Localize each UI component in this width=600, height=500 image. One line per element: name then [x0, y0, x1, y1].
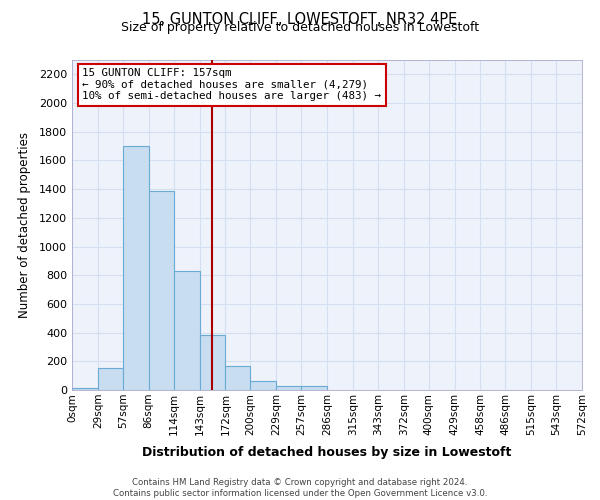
Bar [250, 380, 276, 390]
Bar [149, 190, 173, 390]
Text: Size of property relative to detached houses in Lowestoft: Size of property relative to detached ho… [121, 21, 479, 34]
Bar [98, 368, 123, 390]
Bar [72, 388, 98, 390]
Bar [226, 366, 250, 390]
Text: Contains HM Land Registry data © Crown copyright and database right 2024.
Contai: Contains HM Land Registry data © Crown c… [113, 478, 487, 498]
Bar [199, 335, 226, 390]
Text: 15, GUNTON CLIFF, LOWESTOFT, NR32 4PE: 15, GUNTON CLIFF, LOWESTOFT, NR32 4PE [142, 12, 458, 28]
Y-axis label: Number of detached properties: Number of detached properties [17, 132, 31, 318]
Bar [123, 146, 149, 390]
Bar [301, 386, 327, 390]
X-axis label: Distribution of detached houses by size in Lowestoft: Distribution of detached houses by size … [142, 446, 512, 459]
Bar [173, 271, 199, 390]
Text: 15 GUNTON CLIFF: 157sqm
← 90% of detached houses are smaller (4,279)
10% of semi: 15 GUNTON CLIFF: 157sqm ← 90% of detache… [82, 68, 381, 102]
Bar [276, 386, 301, 390]
